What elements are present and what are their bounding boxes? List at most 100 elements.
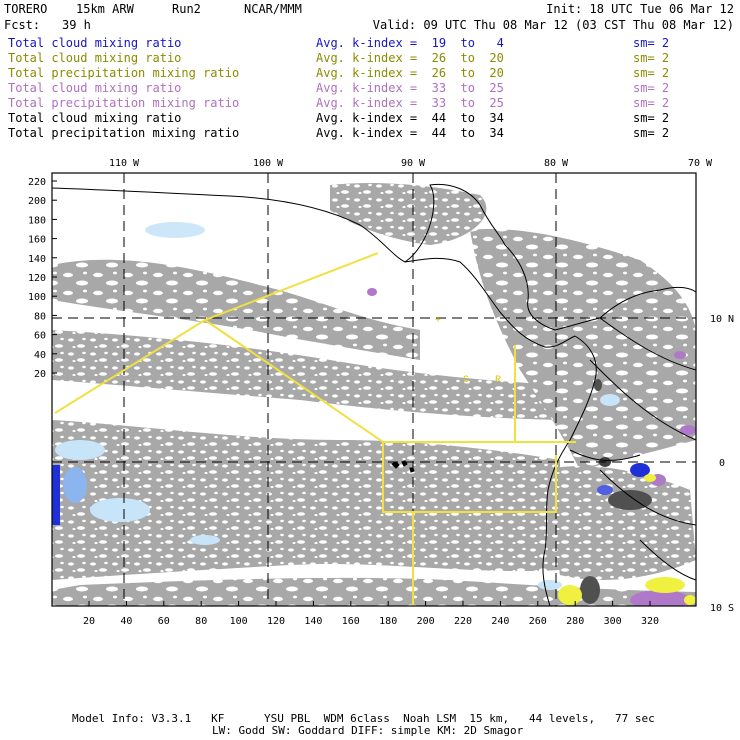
galapagos-islands xyxy=(391,460,415,473)
y-tick-label: 200 xyxy=(28,196,46,207)
y-tick-label: 40 xyxy=(34,350,46,361)
border-peru xyxy=(599,469,696,526)
longitude-label: 110 W xyxy=(109,158,140,169)
legend-smoothing: sm= 2 xyxy=(633,36,670,50)
y-tick-label: 160 xyxy=(28,235,46,246)
init-time: Init: 18 UTC Tue 06 Mar 12 xyxy=(546,2,734,16)
y-tick-label: 120 xyxy=(28,273,46,284)
x-tick-label: 120 xyxy=(267,616,285,627)
longitude-label: 70 W xyxy=(688,158,713,169)
x-tick-label: 80 xyxy=(195,616,207,627)
legend-field-name: Total cloud mixing ratio xyxy=(8,51,182,65)
purple-precip-patch xyxy=(680,425,696,435)
x-tick-label: 300 xyxy=(604,616,622,627)
footer-model-info: Model Info: V3.3.1 KF YSU PBL WDM 6class… xyxy=(72,712,655,725)
y-tick-label: 80 xyxy=(34,311,46,322)
x-tick-label: 320 xyxy=(641,616,659,627)
domain-marker: C xyxy=(463,375,469,386)
legend-smoothing: sm= 2 xyxy=(633,111,670,125)
legend-kindex: Avg. k-index = 44 to 34 xyxy=(316,111,504,125)
legend-kindex: Avg. k-index = 26 to 20 xyxy=(316,51,504,65)
yellow-precip-patch xyxy=(644,474,656,482)
light-blue-patch xyxy=(145,222,205,238)
domain-inner-box xyxy=(382,442,557,513)
border-colombia xyxy=(589,359,696,441)
domain-marker: R xyxy=(495,375,501,386)
dark-convective-core xyxy=(594,379,602,391)
latitude-labels: 10 N 0 10 S xyxy=(710,314,734,614)
latitude-label: 10 S xyxy=(710,603,734,614)
legend-smoothing: sm= 2 xyxy=(633,96,670,110)
border-ecuador xyxy=(569,449,641,461)
cloud-band-south xyxy=(52,420,560,580)
cloud-band-north xyxy=(52,259,420,360)
legend-kindex: Avg. k-index = 44 to 34 xyxy=(316,126,504,140)
x-tick-label: 20 xyxy=(83,616,95,627)
lat-lon-grid xyxy=(52,173,696,606)
latitude-label: 0 xyxy=(719,458,725,469)
x-tick-label: 140 xyxy=(304,616,322,627)
blue-cloud-patch xyxy=(52,465,60,525)
x-tick-label: 180 xyxy=(379,616,397,627)
domain-boundaries xyxy=(54,252,576,606)
x-tick-label: 100 xyxy=(230,616,248,627)
legend-field-name: Total precipitation mixing ratio xyxy=(8,66,240,80)
forecast-label: Fcst: xyxy=(4,18,41,32)
dark-convective-core xyxy=(580,576,600,604)
yellow-precip-patch xyxy=(684,595,696,605)
domain-marker: + xyxy=(435,316,441,327)
yellow-precip-patch xyxy=(645,577,685,593)
legend-smoothing: sm= 2 xyxy=(633,126,670,140)
legend-smoothing: sm= 2 xyxy=(633,51,670,65)
y-tick-label: 60 xyxy=(34,331,46,342)
longitude-label: 90 W xyxy=(401,158,426,169)
cloud-band-south-strip xyxy=(52,577,696,606)
legend-field-name: Total precipitation mixing ratio xyxy=(8,96,240,110)
border-brazil xyxy=(639,539,696,581)
coastline-yucatan xyxy=(404,183,506,263)
coastline-central-america xyxy=(504,244,696,331)
domain-markers: + C R xyxy=(435,316,501,386)
light-blue-patch xyxy=(600,394,620,406)
light-blue-patch xyxy=(538,580,562,590)
valid-time: Valid: 09 UTC Thu 08 Mar 12 (03 CST Thu … xyxy=(372,18,734,32)
legend-kindex: Avg. k-index = 26 to 20 xyxy=(316,66,504,80)
legend-kindex: Avg. k-index = 33 to 25 xyxy=(316,96,504,110)
x-axis-ticks: 20 40 60 80 100 120 140 160 180 200 220 240 260 280 30… xyxy=(83,601,659,627)
y-tick-label: 100 xyxy=(28,292,46,303)
plot-frame xyxy=(51,172,697,607)
blue-cloud-patch xyxy=(63,467,87,503)
x-tick-label: 280 xyxy=(566,616,584,627)
coastline-south-america xyxy=(542,335,597,606)
legend-kindex: Avg. k-index = 33 to 25 xyxy=(316,81,504,95)
dark-convective-core xyxy=(608,490,652,510)
x-tick-label: 60 xyxy=(158,616,170,627)
cloud-band-middle xyxy=(52,330,560,420)
y-tick-label: 140 xyxy=(28,254,46,265)
model-resolution: 15km ARW xyxy=(76,2,134,16)
legend-smoothing: sm= 2 xyxy=(633,81,670,95)
longitude-labels: 110 W 100 W 90 W 80 W 70 W xyxy=(109,158,713,169)
legend-field-name: Total cloud mixing ratio xyxy=(8,81,182,95)
x-tick-label: 260 xyxy=(529,616,547,627)
legend-smoothing: sm= 2 xyxy=(633,66,670,80)
y-axis-ticks: 220 200 180 160 140 120 100 80 60 40 20 xyxy=(28,177,57,380)
yellow-precip-patch xyxy=(558,585,582,605)
light-blue-patch xyxy=(190,535,220,545)
model-name: TORERO xyxy=(4,2,48,16)
org-label: NCAR/MMM xyxy=(244,2,302,16)
light-blue-patch xyxy=(55,440,105,460)
cloud-patch-southeast xyxy=(540,466,696,580)
x-tick-label: 240 xyxy=(491,616,509,627)
legend-field-name: Total cloud mixing ratio xyxy=(8,36,182,50)
legend-field-name: Total precipitation mixing ratio xyxy=(8,126,240,140)
forecast-hour: 39 h xyxy=(62,18,91,32)
x-tick-label: 40 xyxy=(120,616,132,627)
run-label: Run2 xyxy=(172,2,201,16)
cloud-field xyxy=(52,183,696,606)
longitude-label: 100 W xyxy=(253,158,284,169)
purple-precip-patch xyxy=(367,288,377,296)
y-tick-label: 180 xyxy=(28,215,46,226)
cloud-band-northeast xyxy=(330,183,487,245)
